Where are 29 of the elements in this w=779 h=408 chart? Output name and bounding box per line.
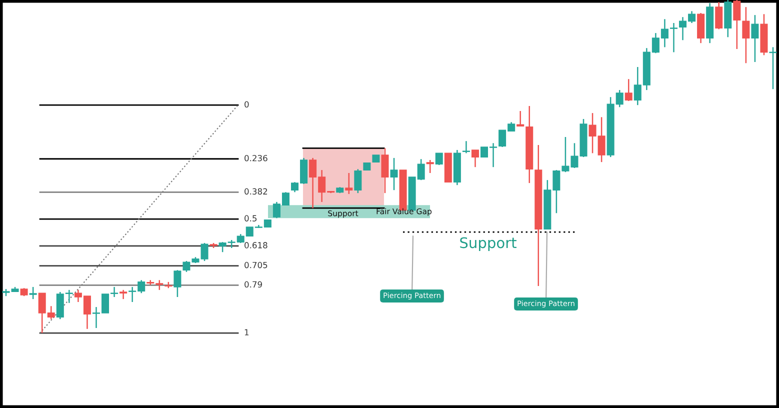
candlestick <box>516 110 524 127</box>
candlestick <box>697 12 705 44</box>
candlestick <box>715 1 723 30</box>
ref-line-label: 0.705 <box>244 262 268 268</box>
ref-line-label: 0.382 <box>244 188 268 195</box>
ref-line-label: Support <box>460 237 516 252</box>
ref-line-label: 1 <box>244 329 249 336</box>
candlestick <box>742 6 750 64</box>
candlestick <box>751 14 759 63</box>
candlestick <box>670 22 678 53</box>
candlestick <box>174 269 182 298</box>
candlestick <box>200 242 208 262</box>
candlestick <box>120 289 128 300</box>
ref-line-label: 0 <box>244 101 249 108</box>
candlestick <box>390 157 398 191</box>
candlestick <box>471 149 479 168</box>
candlestick <box>426 159 434 174</box>
candlestick <box>354 168 362 194</box>
ref-line-label: 0.618 <box>244 242 268 248</box>
ref-line-label: 0.236 <box>244 154 268 162</box>
candlestick <box>733 0 741 50</box>
candlestick <box>381 148 389 194</box>
candlestick <box>345 172 353 195</box>
candlestick <box>435 152 443 166</box>
candlestick <box>624 78 632 102</box>
candlestick <box>462 140 470 154</box>
ref-line-label: 0.79 <box>244 281 262 288</box>
ref-line-label: 0.5 <box>244 215 257 222</box>
candlestick <box>29 286 37 300</box>
